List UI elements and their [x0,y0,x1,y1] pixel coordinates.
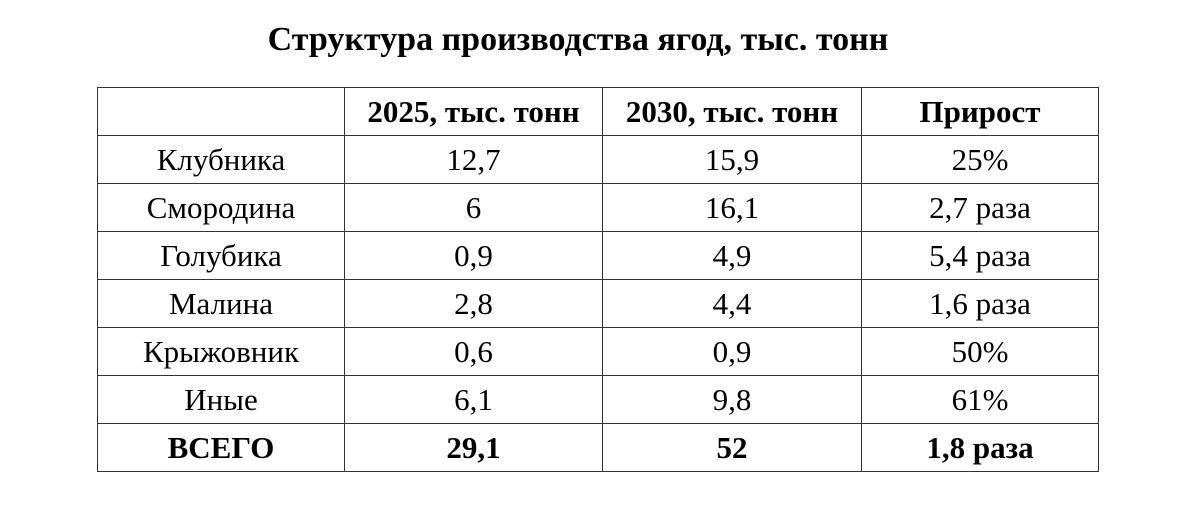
table-cell: 61% [861,375,1099,424]
table-cell: 16,1 [602,183,862,232]
table-cell: 2025, тыс. тонн [344,87,603,136]
table-cell: Клубника [97,135,345,184]
table-cell: Голубика [97,231,345,280]
table-cell: 0,6 [344,327,603,376]
table-cell: 2,8 [344,279,603,328]
table-cell: 52 [602,423,862,472]
table-row: Крыжовник 0,6 0,9 50% [97,327,1099,376]
table-cell: Смородина [97,183,345,232]
table-cell: 4,9 [602,231,862,280]
table-cell: 12,7 [344,135,603,184]
table-cell: 50% [861,327,1099,376]
table-cell: 0,9 [344,231,603,280]
table-cell: 2,7 раза [861,183,1099,232]
table-row: Смородина 6 16,1 2,7 раза [97,183,1099,232]
berry-production-table: 2025, тыс. тонн 2030, тыс. тонн Прирост Клу… [97,87,1099,472]
table-total-row: ВСЕГО 29,1 52 1,8 раза [97,423,1099,472]
table-cell: 5,4 раза [861,231,1099,280]
table-cell: 6,1 [344,375,603,424]
table-cell: 15,9 [602,135,862,184]
table-cell: 9,8 [602,375,862,424]
table-cell: ВСЕГО [97,423,345,472]
table-header-row: 2025, тыс. тонн 2030, тыс. тонн Прирост [97,87,1099,136]
table-cell: 1,8 раза [861,423,1099,472]
table-cell: 25% [861,135,1099,184]
table-cell: 4,4 [602,279,862,328]
table-cell: Крыжовник [97,327,345,376]
table-row: Клубника 12,7 15,9 25% [97,135,1099,184]
table-cell: 29,1 [344,423,603,472]
table-cell [97,87,345,136]
table-row: Иные 6,1 9,8 61% [97,375,1099,424]
table-row: Голубика 0,9 4,9 5,4 раза [97,231,1099,280]
table-cell: Иные [97,375,345,424]
table-cell: Прирост [861,87,1099,136]
table-cell: Малина [97,279,345,328]
table-row: Малина 2,8 4,4 1,6 раза [97,279,1099,328]
table-cell: 2030, тыс. тонн [602,87,862,136]
table-cell: 1,6 раза [861,279,1099,328]
table-cell: 0,9 [602,327,862,376]
page-title: Структура производства ягод, тыс. тонн [267,21,889,58]
table-cell: 6 [344,183,603,232]
